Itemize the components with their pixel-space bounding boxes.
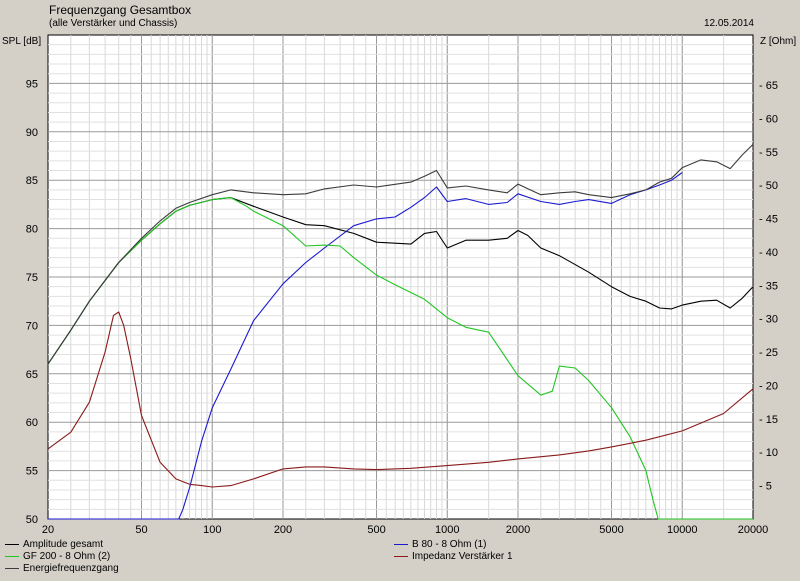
legend-label: Energiefrequenzgang — [23, 563, 119, 574]
chart-date: 12.05.2014 — [703, 18, 754, 29]
legend-label: Amplitude gesamt — [23, 539, 104, 550]
x-tick-label: 1000 — [435, 524, 459, 536]
x-tick-label: 20 — [42, 524, 54, 536]
series-line-4 — [47, 311, 754, 488]
y2-tick-label: - 35 — [759, 280, 778, 292]
y2-tick-label: - 25 — [759, 347, 778, 359]
x-tick-label: 50 — [135, 524, 147, 536]
y2-tick-label: - 55 — [759, 147, 778, 159]
chart-subtitle: (alle Verstärker und Chassis) — [49, 18, 178, 29]
legend-item: Energiefrequenzgang — [5, 563, 119, 575]
y-tick-label: 80 — [26, 224, 38, 236]
legend-item: Amplitude gesamt — [5, 539, 103, 551]
y2-tick-label: - 30 — [759, 314, 778, 326]
axis-ticks: 20 50 100 200 500 1000 2000 5000 10000 20000 50 55 6… — [26, 78, 778, 536]
x-tick-label: 20000 — [738, 524, 769, 536]
y2-tick-label: - 40 — [759, 247, 778, 259]
legend-swatch — [5, 567, 19, 569]
x-tick-label: 2000 — [506, 524, 530, 536]
legend-swatch — [394, 555, 408, 557]
y2-tick-label: - 45 — [759, 214, 778, 226]
y2-tick-label: - 15 — [759, 414, 778, 426]
legend-item: GF 200 - 8 Ohm (2) — [5, 551, 110, 563]
y-tick-label: 90 — [26, 127, 38, 139]
y2-tick-label: - 65 — [759, 80, 778, 92]
x-tick-label: 100 — [203, 524, 221, 536]
chart-title: Frequenzgang Gesamtbox — [49, 3, 192, 17]
legend-swatch — [5, 543, 19, 545]
series-line-3 — [47, 197, 753, 520]
series-lines — [47, 144, 754, 520]
y-axis-label-right: Z [Ohm] — [760, 36, 797, 47]
legend-item: B 80 - 8 Ohm (1) — [394, 539, 486, 551]
series-line-2 — [48, 172, 683, 520]
y2-tick-label: - 20 — [759, 380, 778, 392]
y-tick-label: 55 — [26, 466, 38, 478]
grid-lines — [48, 35, 753, 519]
legend-swatch — [394, 543, 408, 545]
y2-tick-label: - 5 — [759, 481, 772, 493]
legend-swatch — [5, 555, 19, 557]
y-tick-label: 75 — [26, 272, 38, 284]
y-axis-label-left: SPL [dB] — [2, 36, 42, 47]
series-line-5 — [47, 144, 754, 365]
y-tick-label: 60 — [26, 417, 38, 429]
y2-tick-label: - 50 — [759, 180, 778, 192]
y-tick-label: 70 — [26, 320, 38, 332]
y-tick-label: 65 — [26, 369, 38, 381]
legend-item: Impedanz Verstärker 1 — [394, 551, 513, 563]
y-tick-label: 85 — [26, 175, 38, 187]
x-tick-label: 5000 — [599, 524, 623, 536]
y2-tick-label: - 10 — [759, 447, 778, 459]
legend-label: Impedanz Verstärker 1 — [412, 551, 513, 562]
x-tick-label: 10000 — [667, 524, 698, 536]
x-tick-label: 500 — [367, 524, 385, 536]
legend-label: GF 200 - 8 Ohm (2) — [23, 551, 111, 562]
y-tick-label: 95 — [26, 78, 38, 90]
y-tick-label: 50 — [26, 514, 38, 526]
legend-label: B 80 - 8 Ohm (1) — [412, 539, 487, 550]
x-tick-label: 200 — [274, 524, 292, 536]
y2-tick-label: - 60 — [759, 113, 778, 125]
